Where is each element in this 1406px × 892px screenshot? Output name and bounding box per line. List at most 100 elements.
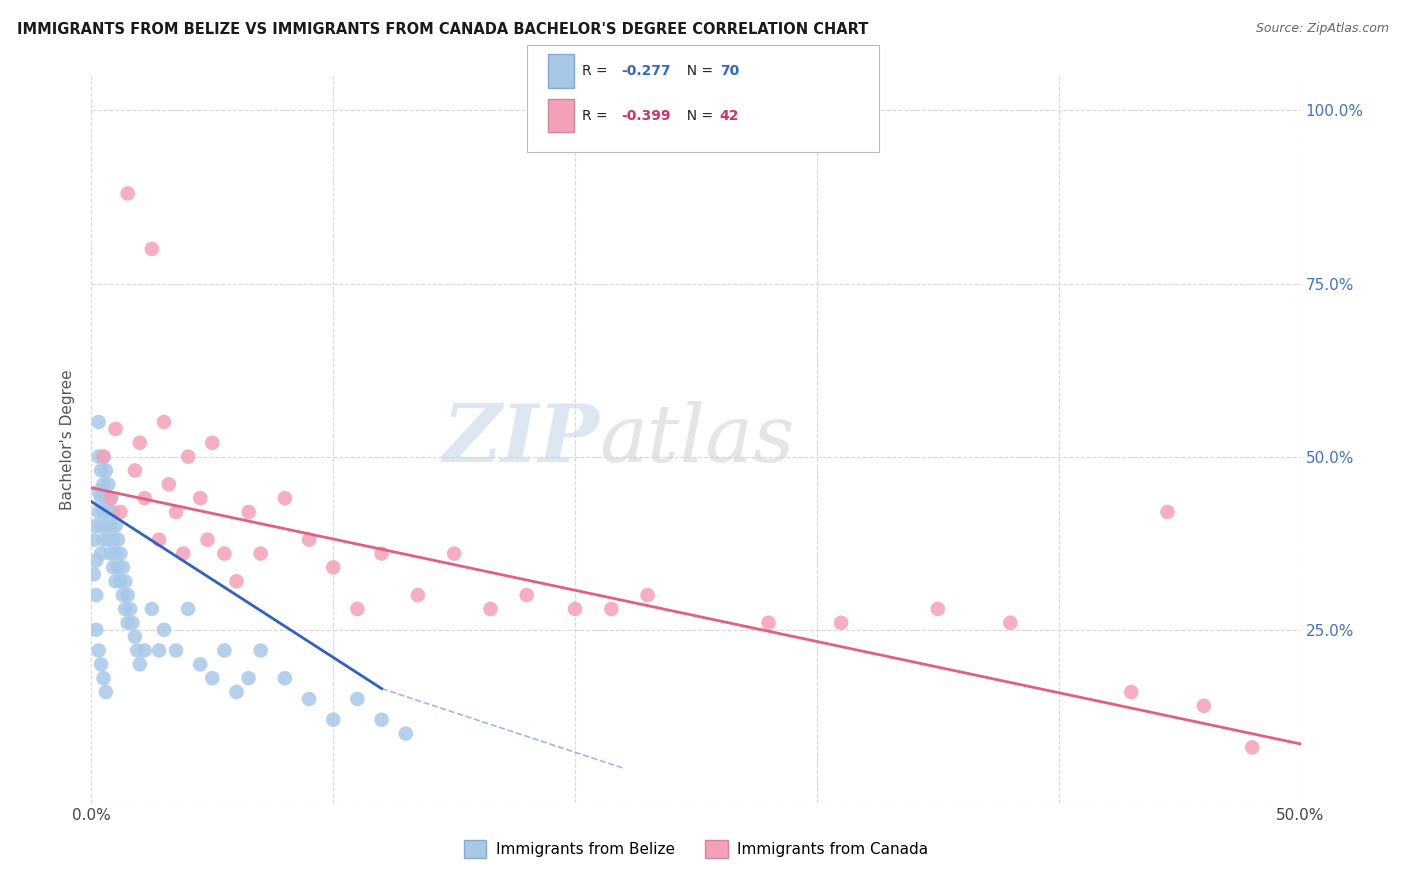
Point bbox=[87, 415, 110, 429]
Point bbox=[87, 450, 110, 464]
Point bbox=[93, 477, 115, 491]
Point bbox=[1000, 615, 1022, 630]
Point bbox=[90, 657, 112, 672]
Point bbox=[93, 505, 115, 519]
Point bbox=[84, 623, 107, 637]
Point bbox=[101, 533, 124, 547]
Point bbox=[107, 560, 129, 574]
Point bbox=[249, 547, 271, 561]
Point bbox=[830, 615, 852, 630]
Point bbox=[111, 560, 134, 574]
Text: -0.277: -0.277 bbox=[621, 64, 671, 78]
Point bbox=[214, 643, 236, 657]
Point bbox=[758, 615, 780, 630]
Point bbox=[600, 602, 623, 616]
Point bbox=[101, 560, 124, 574]
Point bbox=[225, 685, 247, 699]
Point bbox=[188, 491, 211, 505]
Point bbox=[114, 574, 136, 589]
Point bbox=[107, 533, 129, 547]
Point bbox=[93, 450, 115, 464]
Point bbox=[83, 567, 105, 582]
Text: 42: 42 bbox=[720, 109, 740, 122]
Point bbox=[117, 615, 139, 630]
Point bbox=[97, 505, 120, 519]
Point bbox=[298, 533, 321, 547]
Point bbox=[124, 463, 146, 477]
Point bbox=[249, 643, 271, 657]
Point bbox=[87, 505, 110, 519]
Point bbox=[101, 505, 124, 519]
Point bbox=[93, 450, 115, 464]
Point bbox=[84, 519, 107, 533]
Point bbox=[1156, 505, 1178, 519]
Point bbox=[94, 685, 117, 699]
Text: N =: N = bbox=[678, 64, 717, 78]
Point bbox=[128, 435, 150, 450]
Point bbox=[124, 630, 146, 644]
Point bbox=[346, 692, 368, 706]
Point bbox=[100, 519, 122, 533]
Point bbox=[100, 491, 122, 505]
Point bbox=[637, 588, 659, 602]
Point bbox=[120, 602, 142, 616]
Point bbox=[94, 519, 117, 533]
Point bbox=[177, 450, 200, 464]
Point bbox=[197, 533, 219, 547]
Text: N =: N = bbox=[678, 109, 717, 122]
Point bbox=[238, 671, 260, 685]
Point bbox=[370, 713, 392, 727]
Point bbox=[370, 547, 392, 561]
Point bbox=[479, 602, 502, 616]
Point bbox=[564, 602, 586, 616]
Y-axis label: Bachelor's Degree: Bachelor's Degree bbox=[60, 369, 76, 509]
Point bbox=[110, 574, 132, 589]
Point bbox=[165, 505, 187, 519]
Point bbox=[90, 491, 112, 505]
Point bbox=[188, 657, 211, 672]
Point bbox=[148, 533, 170, 547]
Point bbox=[110, 505, 132, 519]
Text: -0.399: -0.399 bbox=[621, 109, 671, 122]
Point bbox=[322, 713, 344, 727]
Point bbox=[516, 588, 538, 602]
Point bbox=[1241, 740, 1264, 755]
Point bbox=[148, 643, 170, 657]
Point bbox=[90, 463, 112, 477]
Point bbox=[134, 643, 156, 657]
Point bbox=[157, 477, 180, 491]
Legend: Immigrants from Belize, Immigrants from Canada: Immigrants from Belize, Immigrants from … bbox=[457, 834, 935, 864]
Point bbox=[201, 435, 224, 450]
Point bbox=[141, 602, 163, 616]
Point bbox=[172, 547, 194, 561]
Text: R =: R = bbox=[582, 64, 612, 78]
Point bbox=[177, 602, 200, 616]
Point bbox=[927, 602, 949, 616]
Point bbox=[83, 533, 105, 547]
Point bbox=[238, 505, 260, 519]
Text: 70: 70 bbox=[720, 64, 740, 78]
Point bbox=[443, 547, 465, 561]
Point bbox=[346, 602, 368, 616]
Point bbox=[114, 602, 136, 616]
Point bbox=[110, 547, 132, 561]
Text: ZIP: ZIP bbox=[443, 401, 599, 478]
Point bbox=[153, 415, 176, 429]
Point bbox=[1192, 698, 1215, 713]
Point bbox=[127, 643, 149, 657]
Point bbox=[87, 643, 110, 657]
Point bbox=[121, 615, 143, 630]
Point bbox=[93, 671, 115, 685]
Text: atlas: atlas bbox=[599, 401, 794, 478]
Point bbox=[87, 484, 110, 499]
Point bbox=[134, 491, 156, 505]
Point bbox=[117, 186, 139, 201]
Point bbox=[97, 477, 120, 491]
Point bbox=[90, 519, 112, 533]
Point bbox=[97, 533, 120, 547]
Point bbox=[111, 588, 134, 602]
Point bbox=[84, 588, 107, 602]
Point bbox=[201, 671, 224, 685]
Point bbox=[100, 547, 122, 561]
Point bbox=[165, 643, 187, 657]
